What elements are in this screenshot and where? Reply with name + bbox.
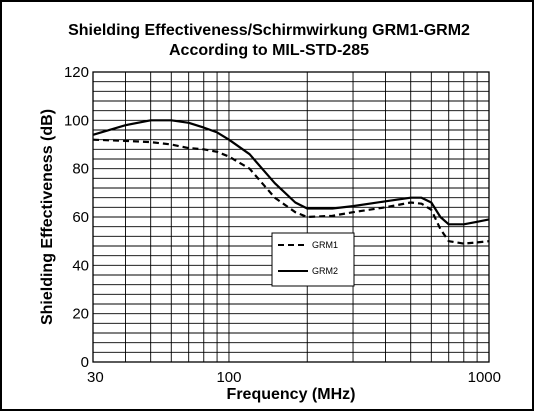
y-tick-label: 0 (81, 354, 89, 371)
y-axis-title: Shielding Effectiveness (dB) (39, 109, 56, 325)
series-line-grm2 (92, 119, 490, 226)
x-tick-label: 100 (216, 369, 241, 386)
y-tick-label: 100 (64, 112, 89, 129)
x-axis-title: Frequency (MHz) (227, 386, 356, 403)
legend-label-grm1: GRM1 (312, 240, 338, 250)
x-tick-label: 30 (87, 369, 104, 386)
series-line-grm1 (92, 138, 490, 245)
y-tick-label: 80 (72, 161, 89, 178)
chart-title: Shielding Effectiveness/Schirmwirkung GR… (68, 22, 470, 39)
y-tick-label: 60 (72, 209, 89, 226)
plot-area-border (92, 71, 490, 363)
legend-label-grm2: GRM2 (312, 266, 338, 276)
legend-box (271, 232, 355, 287)
y-tick-label: 20 (72, 306, 89, 323)
chart-subtitle: According to MIL-STD-285 (168, 42, 369, 59)
y-tick-label: 120 (64, 64, 89, 81)
x-tick-label: 1000 (468, 369, 501, 386)
y-tick-label: 40 (72, 257, 89, 274)
